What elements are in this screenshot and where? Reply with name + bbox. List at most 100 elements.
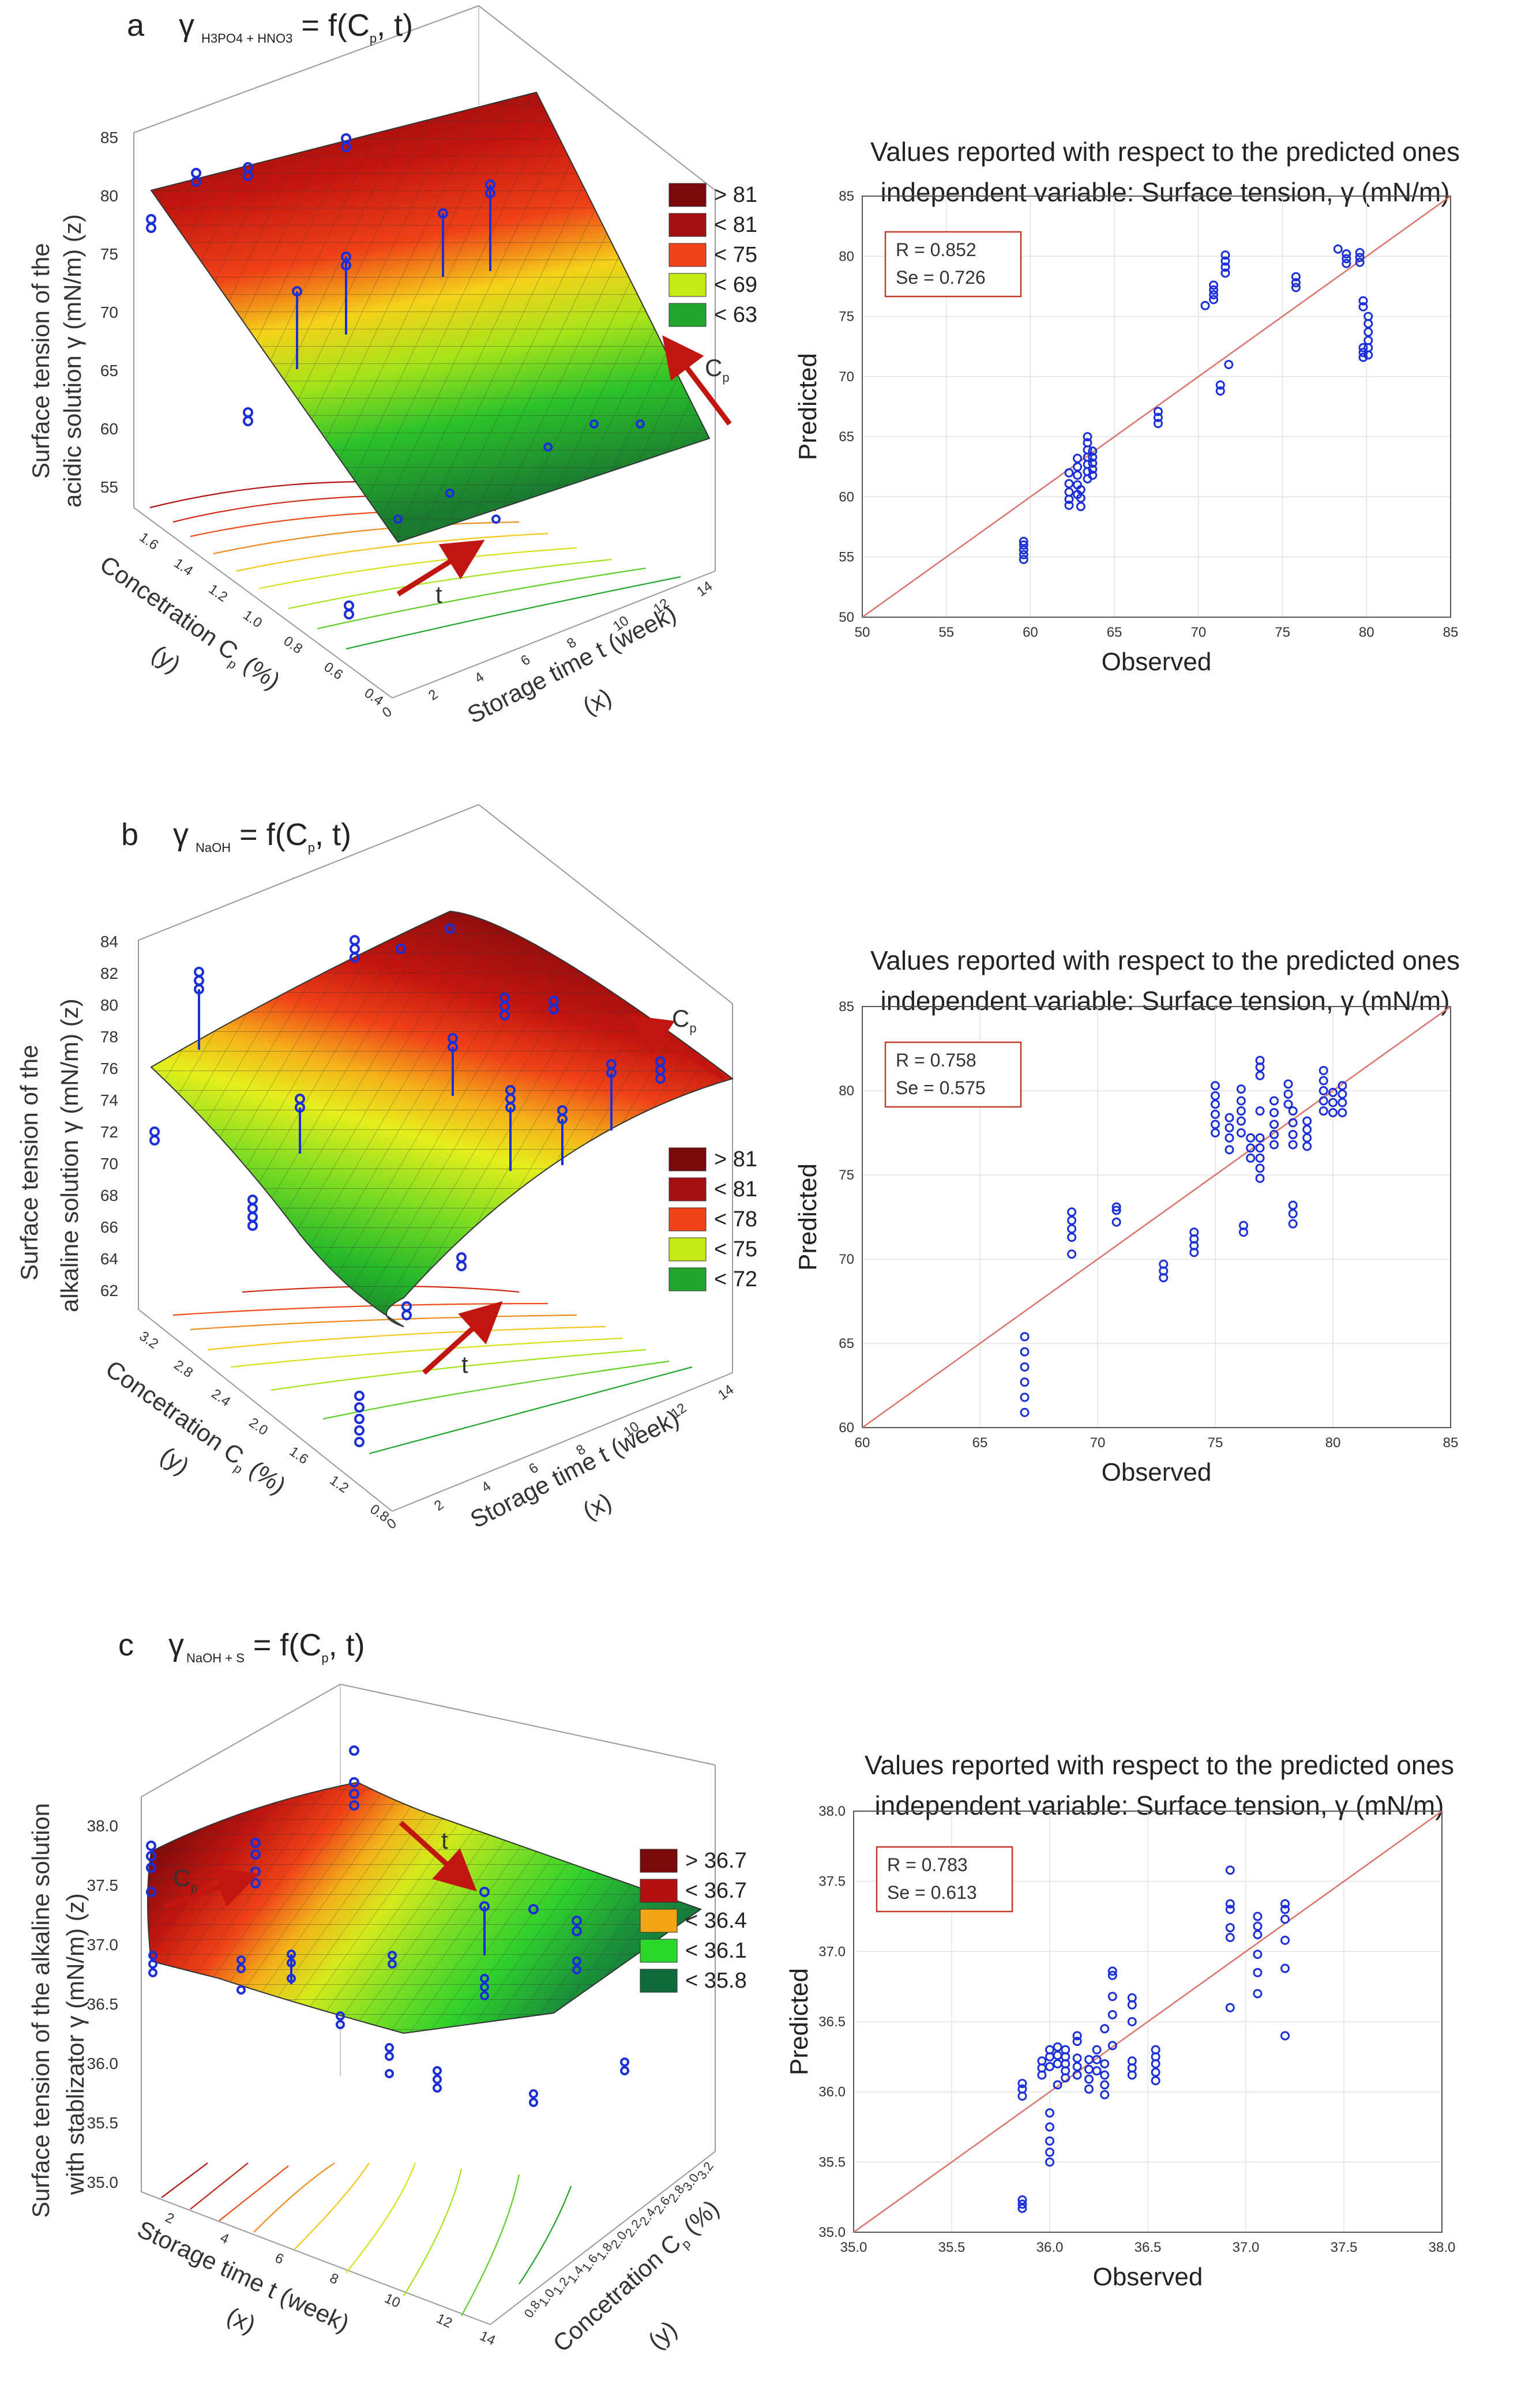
data-point — [1067, 1233, 1077, 1242]
data-point — [1283, 1089, 1293, 1099]
svg-text:< 78: < 78 — [714, 1207, 757, 1231]
z-axis-label-c-1: Surface tension of the alkaline solution — [27, 1803, 54, 2218]
svg-text:14: 14 — [477, 2328, 498, 2349]
svg-text:76: 76 — [100, 1060, 118, 1077]
svg-text:1.6: 1.6 — [287, 1444, 311, 1467]
data-point — [1107, 1966, 1117, 1976]
data-point — [1255, 1056, 1265, 1065]
legend-swatch — [668, 1147, 707, 1171]
conc-axis-var-a: (y) — [147, 640, 186, 678]
svg-text:4: 4 — [479, 1478, 494, 1496]
scatter-title-c: Values reported with respect to the pred… — [865, 1750, 1454, 1820]
data-point — [1073, 453, 1083, 463]
stats-box — [884, 231, 1022, 298]
legend-swatch — [668, 1177, 707, 1201]
data-point — [1338, 1089, 1347, 1099]
svg-text:< 36.1: < 36.1 — [685, 1939, 747, 1963]
svg-text:2.4: 2.4 — [209, 1386, 234, 1410]
legend-swatch — [668, 303, 707, 327]
data-point — [1084, 2084, 1094, 2094]
data-point — [1225, 1905, 1235, 1914]
data-point — [1037, 2056, 1047, 2066]
svg-text:65: 65 — [100, 362, 118, 380]
data-point — [1283, 1079, 1293, 1089]
x-tick-label: 85 — [1443, 1435, 1459, 1451]
data-point — [1019, 550, 1028, 559]
y-tick-label: 37.0 — [818, 1944, 846, 1959]
x-tick-label: 80 — [1359, 625, 1374, 640]
x-axis-label: Observed — [1102, 648, 1212, 676]
stats-text: Se = 0.726 — [896, 267, 986, 288]
svg-text:< 36.4: < 36.4 — [685, 1909, 747, 1933]
data-point — [1072, 2053, 1082, 2063]
data-point — [1269, 1140, 1279, 1150]
stats-text: R = 0.783 — [887, 1854, 968, 1875]
scatter-title-a: Values reported with respect to the pred… — [870, 137, 1460, 207]
x-tick-label: 65 — [972, 1435, 988, 1451]
svg-text:70: 70 — [100, 303, 118, 321]
data-point — [1072, 2061, 1082, 2071]
scatter-plot-c: 35.035.0 35.5 35.5 36.0 36.0 36.5 36.5 37.0 37.0… — [785, 1805, 1455, 2291]
data-point — [1358, 343, 1368, 352]
svg-text:6: 6 — [518, 652, 533, 669]
y-tick-label: 65 — [839, 1336, 854, 1351]
svg-text:> 81: > 81 — [714, 1147, 757, 1171]
svg-text:78: 78 — [100, 1028, 118, 1046]
data-point — [1151, 2067, 1160, 2077]
data-point — [1328, 1107, 1338, 1117]
panel-title-a: a γ H3PO4 + HNO3 = f(Cp, t) — [127, 8, 413, 46]
data-point — [1288, 1118, 1298, 1128]
arrow-cp-b — [629, 1015, 726, 1081]
stats-text: Se = 0.575 — [896, 1077, 986, 1098]
data-point — [1107, 2010, 1117, 2019]
z-ticks-c: 38.0 37.5 37.0 36.5 36.0 35.5 35.0 — [87, 1817, 119, 2191]
cp-arrow-label-b: Cp — [672, 1005, 697, 1035]
y-tick-label: 35.0 — [818, 2225, 846, 2240]
data-point — [1088, 459, 1098, 468]
svg-text:3.2: 3.2 — [137, 1328, 161, 1352]
data-point — [1280, 1899, 1290, 1909]
svg-text:< 72: < 72 — [714, 1267, 757, 1291]
data-point — [1084, 2074, 1094, 2084]
svg-text:84: 84 — [100, 933, 118, 951]
svg-text:14: 14 — [715, 1381, 737, 1403]
data-point — [1319, 1106, 1328, 1116]
reference-line — [862, 1005, 1451, 1429]
data-point — [1084, 2064, 1094, 2074]
x-tick-label: 85 — [1443, 625, 1459, 640]
svg-text:< 75: < 75 — [714, 243, 757, 267]
data-point — [1302, 1133, 1312, 1143]
svg-text:< 69: < 69 — [714, 273, 757, 297]
data-point — [1236, 1128, 1246, 1137]
plot-frame — [862, 196, 1451, 618]
y-tick-label: 35.5 — [818, 2154, 846, 2170]
y-tick-label: 65 — [839, 429, 854, 445]
svg-text:> 36.7: > 36.7 — [685, 1849, 747, 1873]
data-point — [1225, 1899, 1235, 1909]
stats-box — [876, 1846, 1013, 1913]
data-point — [1045, 2045, 1054, 2055]
data-point — [1072, 2070, 1082, 2080]
data-point — [1045, 2157, 1054, 2167]
data-point — [1088, 470, 1098, 480]
svg-text:12: 12 — [434, 2311, 455, 2331]
plot-frame — [853, 1811, 1443, 2233]
x-tick-label: 70 — [1191, 625, 1207, 640]
data-point — [1189, 1227, 1199, 1237]
data-point — [1151, 2076, 1160, 2086]
data-point — [1288, 1200, 1298, 1210]
scatter-title-b: Values reported with respect to the pred… — [870, 945, 1460, 1016]
surface-grid-c — [148, 1782, 701, 2033]
data-point — [1100, 2024, 1110, 2034]
data-point — [1333, 244, 1343, 254]
data-point — [1073, 462, 1083, 472]
svg-text:< 81: < 81 — [714, 213, 757, 237]
legend-b: > 81 < 81 < 78 < 75 < 72 — [668, 1147, 757, 1291]
data-point — [1236, 1096, 1246, 1106]
reference-line — [853, 1810, 1443, 2233]
data-point — [1319, 1096, 1328, 1106]
svg-text:0: 0 — [384, 1515, 399, 1533]
data-point — [1076, 485, 1085, 494]
data-point — [1280, 1935, 1290, 1945]
